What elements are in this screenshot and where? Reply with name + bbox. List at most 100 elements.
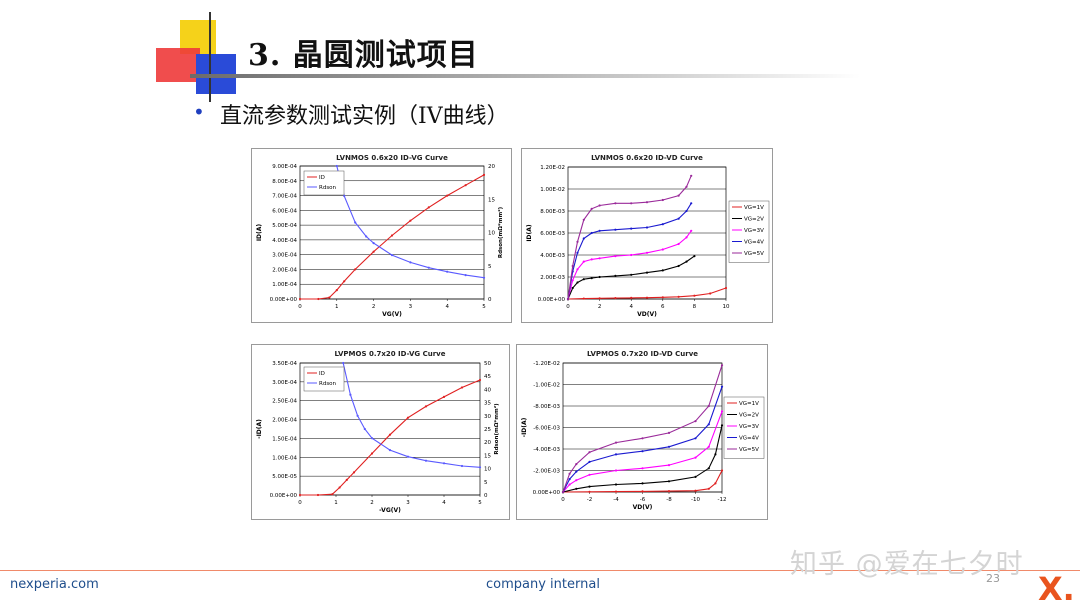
y-tick-label: -4.00E-03 [533, 447, 560, 453]
data-point [390, 254, 394, 257]
data-point [614, 490, 618, 493]
data-point [427, 206, 430, 209]
legend-label: VG=1V [744, 205, 764, 211]
legend-label: VG=2V [744, 217, 764, 223]
data-point [446, 194, 449, 197]
data-point [661, 248, 664, 251]
data-point [661, 198, 664, 202]
x-axis-label: VG(V) [382, 311, 402, 318]
y-tick-label: 9.00E-04 [272, 164, 297, 170]
data-point [406, 455, 410, 458]
x-tick-label: -4 [613, 497, 619, 503]
data-point [690, 202, 693, 205]
data-point [427, 266, 430, 269]
data-point [335, 289, 338, 292]
data-point [694, 456, 697, 459]
slide-subtitle: 直流参数测试实例（IV曲线） [220, 104, 509, 129]
data-point [571, 279, 574, 282]
data-point [641, 490, 644, 493]
data-point [690, 174, 693, 177]
data-point [590, 231, 593, 235]
x-axis-label: VD(V) [637, 311, 657, 318]
data-point [582, 278, 585, 281]
y-tick-label: 2.00E-04 [272, 267, 297, 273]
y-tick-label: -6.00E-03 [533, 426, 560, 432]
data-point [694, 475, 697, 478]
footer-classification: company internal [486, 577, 600, 592]
series-line [562, 365, 723, 493]
series-line [300, 379, 481, 496]
data-point [464, 184, 467, 187]
data-point [645, 201, 649, 204]
data-point [588, 473, 591, 476]
y2-tick-label: 15 [488, 197, 495, 203]
page-number: 23 [986, 572, 1000, 585]
data-point [354, 268, 357, 271]
data-point [645, 251, 649, 254]
data-point [693, 294, 696, 297]
x-tick-label: 1 [335, 304, 339, 310]
data-point [677, 242, 680, 246]
data-point [677, 264, 680, 268]
data-point [694, 489, 697, 492]
data-point [685, 209, 688, 213]
data-point [349, 393, 352, 396]
data-point [720, 469, 724, 472]
data-point [478, 378, 482, 382]
data-point [575, 479, 578, 482]
data-point [409, 261, 412, 264]
data-point [328, 296, 331, 299]
data-point [354, 221, 357, 224]
chart-pmos-idvg: LVPMOS 0.7x20 ID-VG Curve 0.00E+00 5.00E-0… [251, 344, 510, 520]
x-tick-label: 0 [298, 500, 302, 506]
chart-pmos-idvd-svg: LVPMOS 0.7x20 ID-VD Curve 0.00E+00 -2.00E-… [521, 350, 765, 511]
data-point [576, 240, 579, 243]
data-point [576, 281, 579, 284]
data-point [598, 204, 601, 207]
legend-label: VG=3V [744, 228, 764, 234]
y-tick-label: -2.00E-03 [533, 469, 560, 475]
y-tick-label: 2.00E-04 [272, 418, 297, 424]
data-point [707, 445, 710, 448]
y-tick-label: 0.00E+00 [538, 297, 566, 303]
y-tick-label: -1.20E-02 [533, 361, 560, 367]
data-point [685, 185, 688, 188]
data-point [390, 234, 394, 237]
data-point [590, 207, 593, 210]
data-point [365, 235, 368, 238]
data-point [641, 482, 644, 485]
series-line [562, 470, 723, 493]
data-point [614, 441, 618, 444]
chart-nmos-idvg-svg: LVNMOS 0.6x20 ID-VG Curve 0.00E+00 1.00E-0… [256, 154, 504, 318]
y2-axis-label: Rdson(mΩ*mm²) [493, 403, 500, 455]
y2-tick-label: 0 [484, 493, 488, 499]
chart-title: LVNMOS 0.6x20 ID-VG Curve [336, 154, 448, 162]
x-tick-label: 5 [478, 500, 482, 506]
data-point [645, 296, 649, 299]
x-tick-label: 3 [406, 500, 410, 506]
data-point [561, 490, 565, 494]
y2-tick-label: 10 [484, 467, 491, 473]
data-point [667, 431, 671, 434]
title-divider [190, 74, 860, 78]
data-point [614, 274, 617, 277]
y-tick-label: 1.20E-02 [540, 165, 565, 171]
data-point [707, 467, 710, 470]
data-point [707, 423, 710, 426]
chart-title: LVPMOS 0.7x20 ID-VD Curve [587, 350, 698, 358]
data-point [338, 486, 341, 489]
data-point [614, 469, 618, 472]
data-point [460, 464, 464, 468]
legend-label: ID [319, 175, 325, 181]
data-point [614, 202, 617, 205]
data-point [576, 268, 579, 271]
data-point [693, 255, 696, 258]
legend-label: VG=5V [739, 447, 759, 453]
data-point [460, 386, 464, 389]
plot-area [299, 165, 485, 300]
data-point [342, 361, 345, 365]
data-point [372, 250, 375, 253]
data-point [645, 226, 649, 229]
chart-nmos-idvd: LVNMOS 0.6x20 ID-VD Curve 0.00E+00 2.00E-0… [521, 148, 773, 323]
legend-box [723, 396, 765, 459]
